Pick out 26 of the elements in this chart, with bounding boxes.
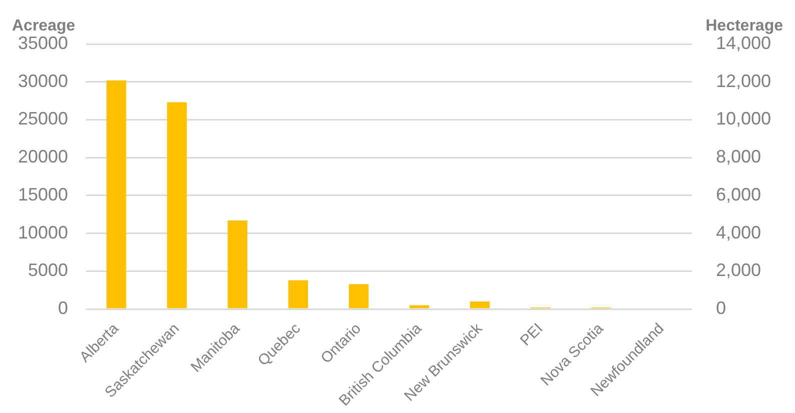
- y2-axis-title: Hecterage: [706, 17, 784, 34]
- y2-tick-label: 0: [716, 298, 726, 318]
- y-tick-label: 0: [58, 298, 68, 318]
- bar: [106, 80, 126, 308]
- bar: [228, 220, 248, 308]
- y-axis-title: Acreage: [12, 17, 76, 34]
- bar: [409, 305, 430, 308]
- y-tick-label: 20000: [18, 146, 68, 167]
- bar: [348, 284, 369, 308]
- y2-tick-label: 4,000: [716, 222, 761, 242]
- x-tick-label: PEI: [517, 320, 546, 350]
- bar: [288, 280, 308, 308]
- y-tick-label: 15000: [18, 184, 68, 204]
- y2-tick-label: 12,000: [716, 70, 772, 91]
- y2-tick-label: 2,000: [716, 260, 761, 280]
- y2-tick-label: 8,000: [716, 146, 761, 167]
- y-tick-label: 30000: [18, 70, 68, 91]
- y-tick-label: 5000: [28, 260, 68, 280]
- y-tick-label: 35000: [18, 32, 68, 53]
- bar: [167, 102, 187, 308]
- y2-tick-label: 10,000: [716, 108, 772, 129]
- y2-tick-label: 6,000: [716, 184, 761, 204]
- y-tick-label: 10000: [18, 222, 68, 242]
- y-tick-label: 25000: [18, 108, 68, 129]
- bar: [470, 301, 490, 308]
- y2-tick-label: 14,000: [716, 32, 772, 53]
